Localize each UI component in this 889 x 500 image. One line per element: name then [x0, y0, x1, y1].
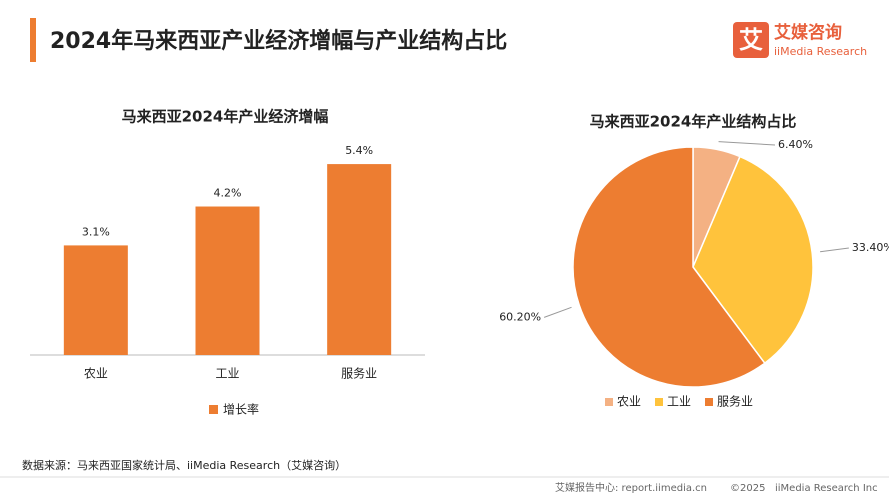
legend-swatch: [209, 405, 218, 414]
logo-mark: 艾: [739, 26, 763, 54]
value-label: 5.4%: [345, 144, 373, 157]
leader-line: [820, 247, 849, 253]
logo-box: [733, 22, 769, 58]
x-tick-label: 服务业: [341, 366, 377, 381]
legend-label: 服务业: [717, 394, 753, 409]
logo-sub: iiMedia Research: [774, 45, 867, 58]
value-label: 4.2%: [214, 187, 242, 200]
pie-slice: [692, 155, 814, 365]
x-tick-label: 农业: [84, 367, 108, 381]
footer-site: 艾媒报告中心: report.iimedia.cn: [555, 481, 707, 494]
value-label: 60.20%: [499, 310, 541, 323]
legend-swatch: [705, 398, 713, 406]
pie-title: 马来西亚2024年产业结构占比: [590, 113, 797, 131]
legend-swatch: [605, 398, 613, 406]
legend-label: 农业: [617, 395, 641, 409]
bar: [63, 245, 128, 355]
footer-copyright: ©2025: [730, 483, 765, 494]
bar: [327, 164, 392, 355]
footer-company: iiMedia Research Inc: [775, 483, 878, 494]
leader-line: [718, 141, 776, 146]
logo-name: 艾媒咨询: [774, 22, 842, 43]
page-title: 2024年马来西亚产业经济增幅与产业结构占比: [50, 28, 507, 54]
value-label: 3.1%: [82, 225, 110, 238]
bar: [195, 206, 260, 355]
x-tick-label: 工业: [215, 367, 239, 381]
legend-label: 增长率: [223, 402, 259, 417]
legend-swatch: [655, 398, 663, 406]
pie-slice: [572, 146, 766, 388]
leader-line: [543, 306, 572, 318]
source: 数据来源：马来西亚国家统计局、iiMedia Research（艾媒咨询）: [22, 458, 346, 472]
value-label: 6.40%: [778, 138, 813, 151]
value-label: 33.40%: [852, 241, 889, 254]
title-bar: [30, 18, 36, 62]
bar-title: 马来西亚2024年产业经济增幅: [122, 108, 329, 126]
legend-label: 工业: [667, 395, 691, 409]
